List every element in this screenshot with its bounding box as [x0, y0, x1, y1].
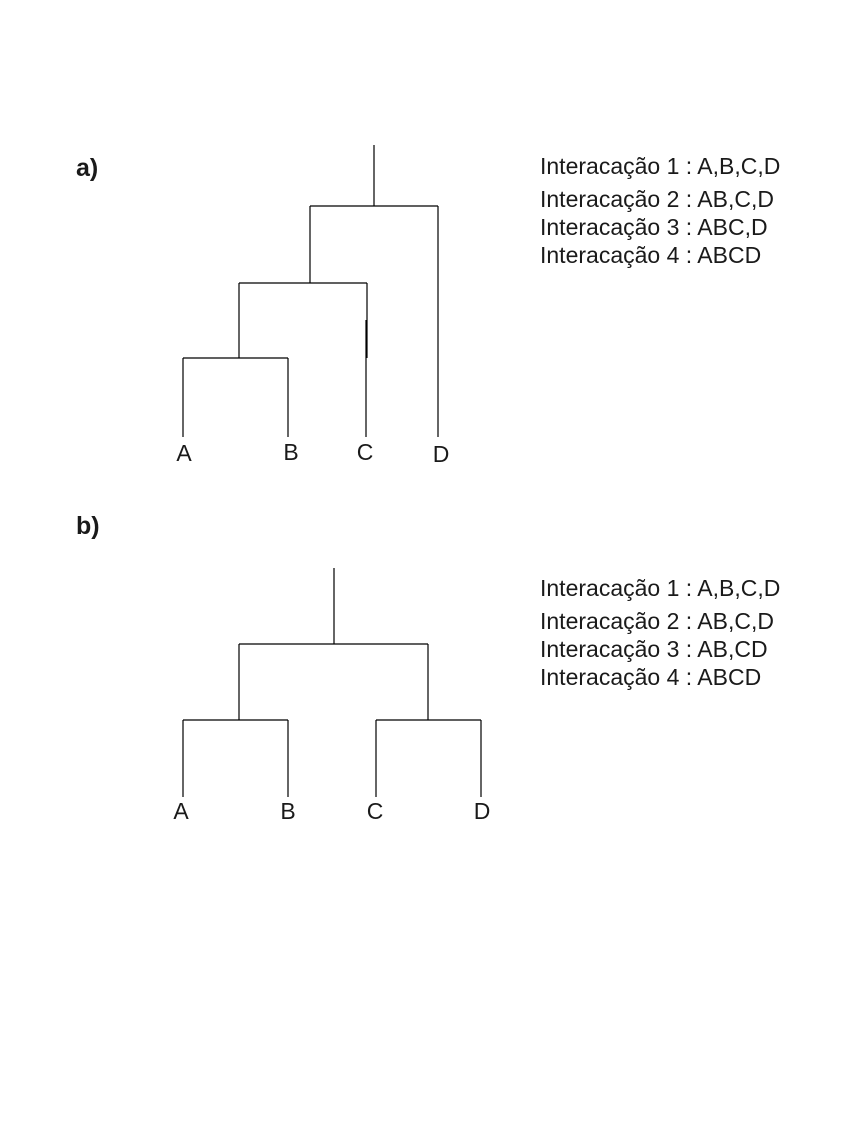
iteration-list-b: Interacação 1 : A,B,C,D Interacação 2 : … [540, 574, 780, 692]
iteration-step: Interacação 2 : AB,C,D [540, 186, 774, 212]
leaf-label-c: C [357, 439, 374, 465]
leaf-label-b: B [280, 798, 295, 824]
dendrogram-b-branches [182, 568, 482, 797]
iteration-step: Interacação 4 : ABCD [540, 664, 762, 690]
iteration-step: Interacação 2 : AB,C,D [540, 608, 774, 634]
panel-b-label: b) [76, 512, 100, 540]
leaf-label-d: D [474, 798, 491, 824]
dendrogram-a-branches [182, 145, 439, 437]
leaf-label-a: A [176, 440, 192, 466]
iteration-step: Interacação 3 : AB,CD [540, 636, 768, 662]
iteration-list-a: Interacação 1 : A,B,C,D Interacação 2 : … [540, 152, 780, 270]
leaf-label-c: C [367, 798, 384, 824]
leaf-label-b: B [283, 439, 298, 465]
iteration-step: Interacação 1 : A,B,C,D [540, 153, 781, 179]
iteration-step: Interacação 4 : ABCD [540, 242, 762, 268]
iteration-step: Interacação 3 : ABC,D [540, 214, 768, 240]
iteration-step: Interacação 1 : A,B,C,D [540, 575, 781, 601]
leaf-label-a: A [173, 798, 189, 824]
leaf-label-d: D [433, 441, 450, 467]
panel-a-label: a) [76, 154, 99, 182]
